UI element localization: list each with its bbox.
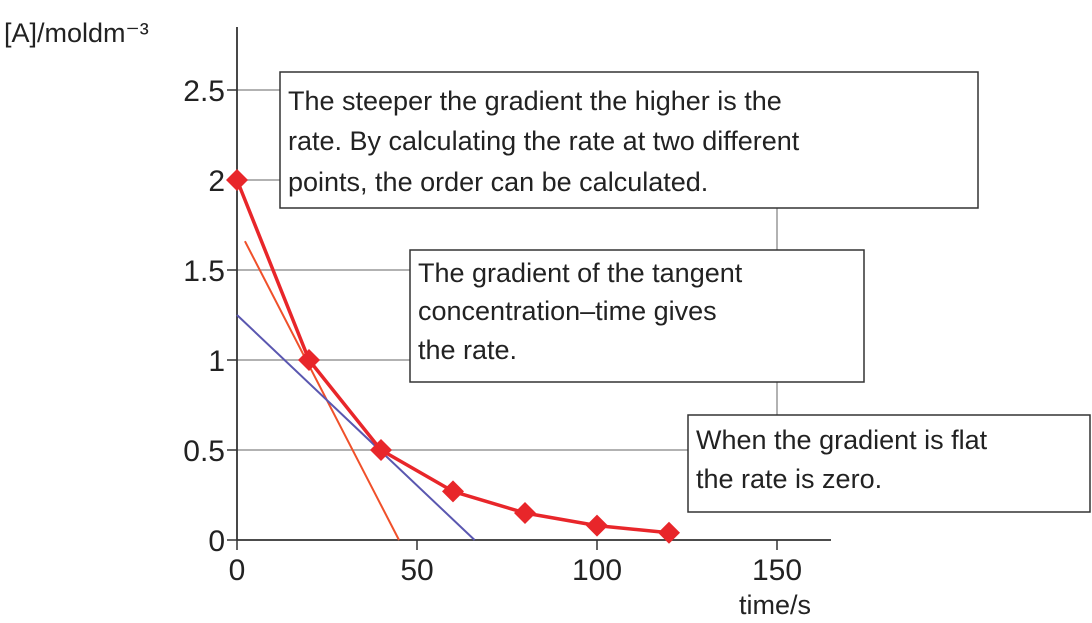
data-marker [298,349,320,371]
data-marker [442,480,464,503]
data-marker [586,514,608,537]
x-tick-label: 150 [752,554,802,587]
annotation-text: concentration–time gives [418,296,717,326]
data-marker [514,502,536,524]
annotation-text: points, the order can be calculated. [288,167,708,197]
annotation-text: the rate is zero. [696,464,882,494]
annotation-text: The steeper the gradient the higher is t… [288,86,782,116]
y-axis-label: [A]/moldm⁻³ [4,18,149,48]
x-tick-label: 0 [229,554,246,587]
y-tick-label: 2 [208,165,225,198]
y-tick-label: 1 [208,345,225,378]
tangent [244,240,400,541]
annotation-text: rate. By calculating the rate at two dif… [288,126,800,156]
x-tick-label: 50 [400,554,433,587]
annotation-text: The gradient of the tangent [418,258,743,288]
annotation-text: When the gradient is flat [696,425,988,455]
annotation-box [687,414,1091,513]
data-marker [370,439,392,461]
y-tick-label: 1.5 [183,255,225,288]
annotation-box [279,71,979,209]
data-marker [226,169,248,191]
y-tick-label: 0 [208,525,225,558]
annotation-box [409,249,865,383]
tangent [236,314,476,541]
annotation-text: the rate. [418,335,517,365]
data-marker [658,521,680,544]
x-axis-label: time/s [739,590,811,620]
y-tick-label: 2.5 [183,75,225,108]
x-tick-label: 100 [572,554,622,587]
y-tick-label: 0.5 [183,435,225,468]
